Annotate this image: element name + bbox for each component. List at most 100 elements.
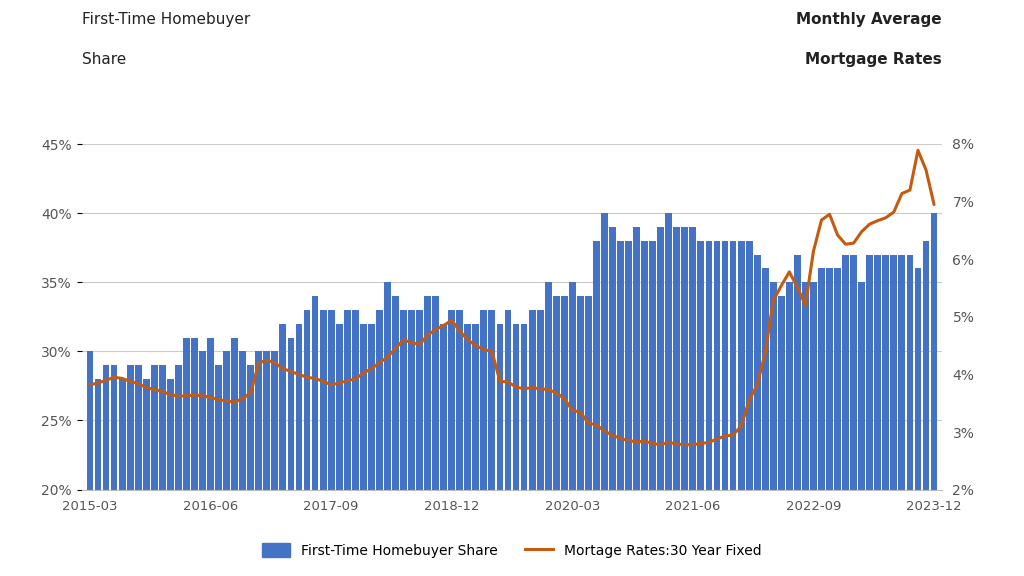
Bar	[842, 255, 849, 576]
Text: Share: Share	[82, 52, 126, 67]
Bar	[874, 255, 882, 576]
Bar	[336, 324, 343, 576]
Bar	[674, 227, 680, 576]
Bar	[553, 296, 560, 576]
Bar	[223, 351, 230, 576]
Bar	[802, 282, 809, 576]
Bar	[762, 268, 769, 576]
Bar	[706, 241, 713, 576]
Bar	[850, 255, 857, 576]
Bar	[175, 365, 182, 576]
Bar	[94, 379, 101, 576]
Bar	[240, 351, 246, 576]
Bar	[649, 241, 656, 576]
Bar	[786, 282, 793, 576]
Bar	[520, 324, 527, 576]
Bar	[368, 324, 375, 576]
Bar	[858, 282, 865, 576]
Bar	[609, 227, 615, 576]
Bar	[745, 241, 753, 576]
Bar	[737, 241, 744, 576]
Bar	[191, 338, 198, 576]
Bar	[359, 324, 367, 576]
Bar	[866, 255, 873, 576]
Bar	[617, 241, 624, 576]
Bar	[248, 365, 254, 576]
Bar	[255, 351, 262, 576]
Bar	[376, 310, 383, 576]
Bar	[111, 365, 118, 576]
Bar	[215, 365, 222, 576]
Bar	[569, 282, 575, 576]
Bar	[593, 241, 600, 576]
Bar	[641, 241, 648, 576]
Bar	[505, 310, 511, 576]
Bar	[730, 241, 736, 576]
Bar	[142, 379, 150, 576]
Bar	[159, 365, 166, 576]
Bar	[183, 338, 189, 576]
Bar	[303, 310, 310, 576]
Bar	[689, 227, 696, 576]
Bar	[457, 310, 463, 576]
Bar	[311, 296, 318, 576]
Bar	[199, 351, 206, 576]
Bar	[891, 255, 897, 576]
Bar	[697, 241, 705, 576]
Bar	[319, 310, 327, 576]
Bar	[280, 324, 287, 576]
Bar	[931, 213, 937, 576]
Bar	[328, 310, 335, 576]
Bar	[770, 282, 776, 576]
Bar	[497, 324, 504, 576]
Bar	[392, 296, 399, 576]
Bar	[472, 324, 479, 576]
Bar	[794, 255, 801, 576]
Bar	[923, 241, 930, 576]
Bar	[271, 351, 279, 576]
Bar	[296, 324, 302, 576]
Bar	[384, 282, 391, 576]
Legend: First-Time Homebuyer Share, Mortage Rates:30 Year Fixed: First-Time Homebuyer Share, Mortage Rate…	[256, 537, 768, 563]
Bar	[480, 310, 487, 576]
Bar	[207, 338, 214, 576]
Bar	[545, 282, 552, 576]
Bar	[898, 255, 905, 576]
Bar	[288, 338, 294, 576]
Bar	[883, 255, 889, 576]
Bar	[167, 379, 174, 576]
Bar	[488, 310, 496, 576]
Bar	[625, 241, 632, 576]
Bar	[537, 310, 544, 576]
Bar	[440, 324, 447, 576]
Bar	[914, 268, 922, 576]
Bar	[231, 338, 238, 576]
Bar	[714, 241, 721, 576]
Bar	[722, 241, 728, 576]
Bar	[449, 310, 455, 576]
Bar	[666, 213, 672, 576]
Bar	[344, 310, 350, 576]
Bar	[135, 365, 141, 576]
Bar	[424, 296, 431, 576]
Bar	[87, 351, 93, 576]
Bar	[400, 310, 407, 576]
Bar	[633, 227, 640, 576]
Bar	[102, 365, 110, 576]
Bar	[906, 255, 913, 576]
Bar	[352, 310, 358, 576]
Bar	[151, 365, 158, 576]
Bar	[818, 268, 825, 576]
Bar	[681, 227, 688, 576]
Bar	[601, 213, 608, 576]
Bar	[528, 310, 536, 576]
Bar	[561, 296, 567, 576]
Bar	[810, 282, 817, 576]
Bar	[464, 324, 471, 576]
Bar	[127, 365, 133, 576]
Text: Monthly Average: Monthly Average	[797, 12, 942, 26]
Bar	[513, 324, 519, 576]
Bar	[432, 296, 439, 576]
Bar	[119, 379, 126, 576]
Bar	[409, 310, 415, 576]
